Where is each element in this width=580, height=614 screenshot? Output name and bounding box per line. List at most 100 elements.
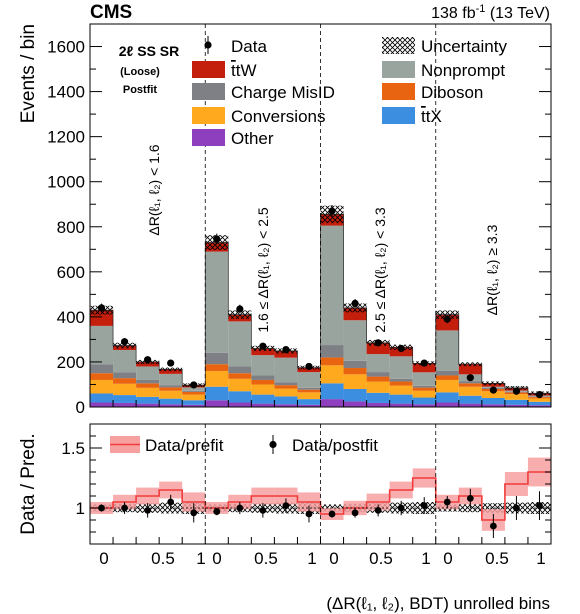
legend-label: Conversions — [231, 107, 326, 126]
postfit-point — [420, 502, 428, 509]
x-tick-label: 0.5 — [151, 549, 175, 568]
bar-charge-misid — [458, 381, 482, 384]
bar-diboson — [458, 383, 482, 387]
bar-ttx — [90, 393, 114, 403]
data-point — [120, 338, 129, 346]
bar-nonprompt — [159, 373, 183, 386]
data-point — [97, 304, 106, 312]
postfit-point — [282, 502, 290, 509]
bar-ttx — [228, 391, 252, 403]
postfit-point — [144, 507, 152, 514]
bar-ttx — [297, 399, 321, 405]
data-point — [535, 391, 544, 399]
bar-nonprompt — [113, 350, 137, 373]
bar-conversions — [159, 390, 183, 399]
bar-charge-misid — [366, 372, 390, 377]
bar-charge-misid — [113, 372, 137, 379]
bar-other — [136, 403, 160, 407]
bar-ttx — [435, 392, 459, 403]
postfit-point — [397, 504, 405, 512]
lumi-suffix: (13 TeV) — [485, 5, 550, 22]
bar-conversions — [182, 394, 206, 401]
bar-nonprompt — [389, 356, 413, 379]
legend-label: Data/postfit — [292, 436, 378, 455]
postfit-point — [121, 504, 128, 512]
legend-swatch — [382, 107, 415, 124]
legend-label: Data — [231, 37, 267, 56]
region-label: 2.5 ≤ ΔR(ℓ₁, ℓ₂) < 3.3 — [372, 207, 388, 333]
bar-ttx — [251, 394, 275, 404]
bar-other — [366, 402, 390, 407]
bar-nonprompt — [182, 387, 206, 391]
bar-nonprompt — [274, 357, 298, 383]
bar-charge-misid — [182, 390, 206, 392]
legend-data-marker — [204, 41, 212, 49]
bar-diboson — [366, 376, 390, 382]
x-tick-label: 0 — [99, 549, 108, 568]
bar-ttw — [136, 361, 160, 367]
y-tick-label: 1400 — [47, 83, 85, 102]
data-point — [259, 342, 267, 350]
x-tick-label: 0 — [329, 549, 338, 568]
postfit-point — [513, 504, 520, 512]
bar-diboson — [113, 378, 137, 384]
bar-other — [182, 404, 206, 407]
region-label-3: Postfit — [123, 84, 158, 96]
cms-label: CMS — [90, 2, 132, 23]
bar-other — [435, 402, 459, 407]
legend-label: ttW — [231, 61, 257, 80]
bar-conversions — [205, 370, 229, 387]
bar-diboson — [412, 387, 436, 391]
bar-other — [320, 399, 344, 407]
bar-other — [527, 405, 551, 407]
x-tick-label: 0.5 — [485, 549, 509, 568]
bar-nonprompt — [297, 372, 321, 388]
upper-y-title: Events / bin — [18, 24, 39, 123]
bar-diboson — [90, 373, 114, 380]
postfit-point — [259, 507, 267, 514]
bar-nonprompt — [320, 225, 344, 346]
bar-charge-misid — [435, 370, 459, 376]
legend-label: Nonprompt — [421, 61, 505, 80]
bar-other — [504, 404, 528, 407]
bar-conversions — [527, 398, 551, 402]
bar-diboson — [136, 383, 160, 388]
bar-ttx — [136, 396, 160, 404]
bar-ttx — [504, 399, 528, 405]
bar-conversions — [458, 386, 482, 396]
bar-charge-misid — [136, 379, 160, 384]
bar-ttx — [113, 395, 137, 403]
bar-nonprompt — [90, 325, 114, 365]
bar-nonprompt — [228, 321, 252, 367]
legend-swatch — [382, 61, 415, 78]
postfit-point — [443, 498, 451, 506]
data-point — [305, 362, 313, 371]
postfit-point — [213, 508, 221, 515]
bar-ttx — [320, 383, 344, 400]
legend-label: Data/prefit — [145, 436, 224, 455]
x-tick-label: 1 — [196, 549, 205, 568]
bar-charge-misid — [205, 352, 229, 365]
postfit-point — [374, 507, 382, 514]
bar-other — [389, 403, 413, 407]
x-tick-label: 1 — [307, 549, 316, 568]
bar-diboson — [343, 368, 367, 375]
bar-charge-misid — [228, 366, 252, 374]
bar-conversions — [504, 394, 528, 400]
prefit-line — [90, 471, 551, 521]
bar-conversions — [320, 365, 344, 384]
legend-label: Other — [231, 129, 274, 148]
bar-nonprompt — [366, 354, 390, 373]
lower-y-title: Data / Pred. — [18, 433, 39, 534]
data-point — [466, 374, 474, 382]
bar-ttx — [458, 395, 482, 404]
legend-swatch — [192, 129, 225, 146]
legend-swatch — [382, 83, 415, 100]
bar-other — [228, 402, 252, 407]
bar-nonprompt — [205, 251, 229, 353]
legend-swatch — [192, 83, 225, 100]
ratio-uncertainty — [481, 503, 505, 513]
lower-frame — [89, 423, 552, 545]
bar-ttx — [343, 388, 367, 402]
